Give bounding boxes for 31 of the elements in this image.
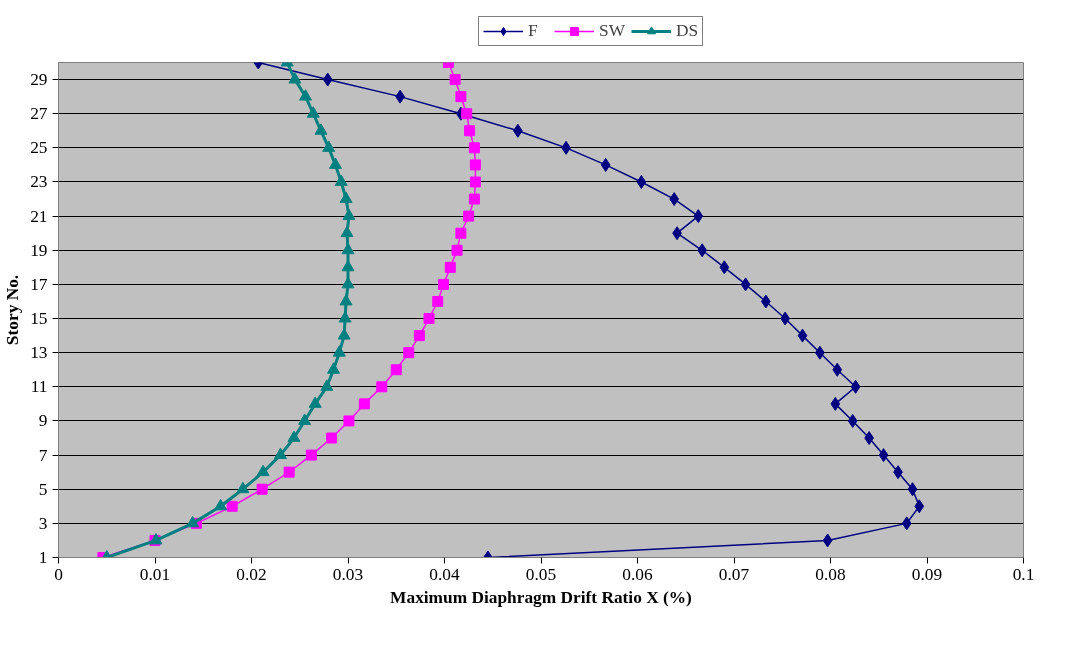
y-tick-label: 7 [38, 445, 48, 465]
y-tick-label: 23 [30, 172, 48, 192]
x-tick-label: 0.02 [236, 564, 267, 584]
legend-label: F [528, 21, 539, 41]
x-tick-label: 0.09 [911, 564, 943, 584]
y-tick-label: 17 [30, 274, 48, 294]
x-tick-label: 0.06 [622, 564, 653, 584]
y-tick-label: 9 [38, 411, 48, 431]
x-tick-label: 0.1 [1012, 564, 1035, 584]
x-tick-label: 0 [54, 564, 63, 584]
y-tick-label: 19 [30, 240, 48, 260]
y-tick-label: 21 [30, 206, 48, 226]
y-axis-title: Story No. [3, 274, 23, 346]
y-tick-label: 1 [38, 548, 48, 567]
y-tick-label: 25 [30, 138, 48, 158]
y-tick-label: 3 [38, 513, 48, 533]
x-tick-label: 0.08 [815, 564, 846, 584]
x-tick-label: 0.07 [718, 564, 750, 584]
y-tick-label: 5 [38, 479, 48, 499]
y-tick-label: 27 [30, 104, 48, 124]
legend-label: DS [676, 21, 699, 41]
x-tick-label: 0.05 [525, 564, 557, 584]
y-tick-label: 29 [30, 70, 48, 90]
y-tick-label: 15 [30, 309, 48, 329]
x-tick-label: 0.04 [429, 564, 460, 584]
x-axis-title: Maximum Diaphragm Drift Ratio X (%) [390, 587, 693, 607]
legend-label: SW [599, 21, 625, 41]
x-tick-label: 0.01 [139, 564, 171, 584]
x-tick-label: 0.03 [332, 564, 364, 584]
y-tick-label: 11 [30, 377, 48, 397]
y-tick-label: 13 [30, 343, 48, 363]
